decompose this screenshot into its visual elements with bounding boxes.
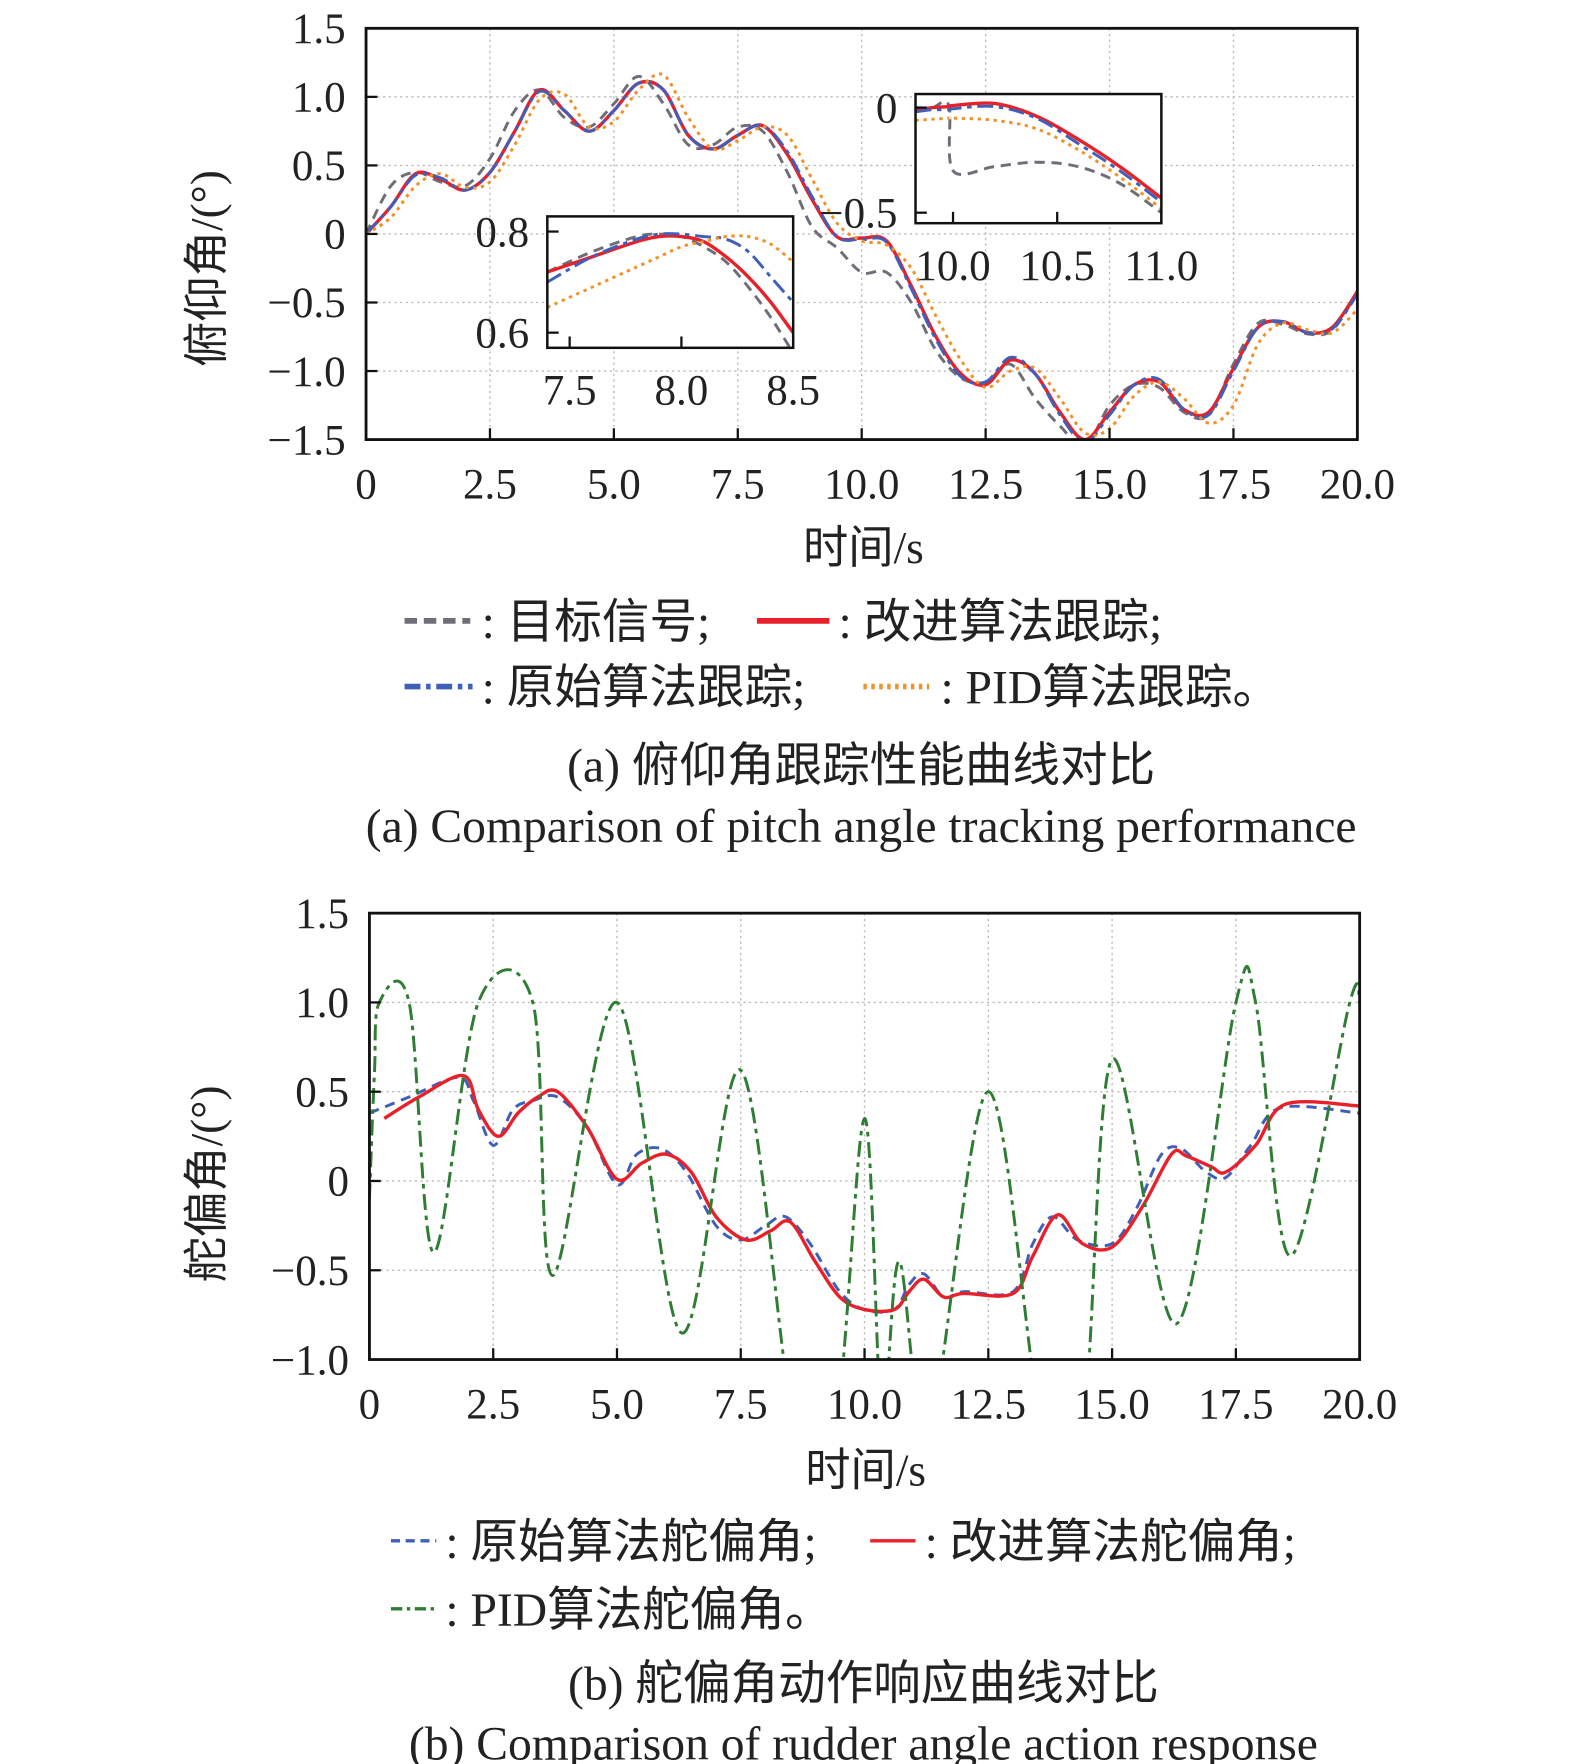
x-tick-label: 20.0 — [1320, 461, 1395, 508]
inset-series-line-0 — [547, 232, 792, 348]
legend-b: : 原始算法舵偏角; : 改进算法舵偏角; : PID算法舵偏角。 — [390, 1517, 1296, 1637]
legend-a: : 目标信号; : 改进算法跟踪; : 原始算法跟踪; : PID算法跟踪。 — [404, 597, 1280, 715]
legend-label-pid-rudder: : PID算法舵偏角。 — [445, 1585, 832, 1637]
x-tick-label: 10.0 — [824, 461, 899, 508]
rudder-angle-chart: 0 2.5 5.0 7.5 10.0 12.5 15.0 17.5 20.0 1.5 1.0 0.5 0… — [182, 891, 1397, 1764]
legend-label-original: : 原始算法跟踪; — [482, 663, 806, 715]
legend-label-improved: : 改进算法跟踪; — [838, 597, 1162, 649]
y-tick-label: −1.0 — [271, 1337, 349, 1384]
pitch-angle-chart: 0 2.5 5.0 7.5 10.0 12.5 15.0 17.5 20.0 1.5 1.0 0.5 0… — [182, 6, 1395, 853]
inset-y-tick-label: 0.8 — [475, 209, 529, 256]
y-tick-label: 0.5 — [292, 143, 346, 190]
x-tick-label: 15.0 — [1074, 1381, 1149, 1428]
inset-series-line-3 — [547, 234, 794, 309]
y-tick-label: 0 — [324, 212, 346, 259]
inset-x-tick-label: 7.5 — [543, 367, 597, 414]
y-tick-label: −0.5 — [271, 1248, 349, 1295]
series-line-dashdot-2 — [366, 80, 1358, 440]
inset-y-tick-label: 0 — [876, 85, 898, 132]
y-tick-label: 1.0 — [295, 980, 349, 1027]
inset-series-line-1 — [547, 234, 794, 334]
x-axis-label-a: 时间/s — [803, 523, 924, 573]
inset-x-tick-label: 11.0 — [1124, 243, 1198, 290]
y-axis-label-b: 舵偏角/(°) — [182, 1086, 232, 1283]
x-tick-label: 2.5 — [466, 1381, 520, 1428]
inset-x-tick-label: 8.5 — [766, 367, 820, 414]
legend-label-improved-rudder: : 改进算法舵偏角; — [925, 1517, 1296, 1569]
caption-en-a: (a) Comparison of pitch angle tracking p… — [366, 801, 1357, 853]
inset-x-tick-label: 10.5 — [1020, 243, 1095, 290]
x-tick-label: 17.5 — [1196, 461, 1271, 508]
x-tick-label: 20.0 — [1322, 1381, 1397, 1428]
caption-en-b: (b) Comparison of rudder angle action re… — [409, 1718, 1318, 1764]
caption-zh-a: (a) 俯仰角跟踪性能曲线对比 — [567, 741, 1155, 793]
x-tick-label: 5.0 — [590, 1381, 644, 1428]
inset-lines — [547, 232, 794, 348]
x-tick-label: 15.0 — [1072, 461, 1147, 508]
inset-x-tick-label: 10.0 — [915, 243, 990, 290]
y-tick-label: −1.0 — [268, 349, 346, 396]
y-tick-label: 1.5 — [295, 891, 349, 938]
x-tick-label: 7.5 — [711, 461, 765, 508]
caption-zh-b: (b) 舵偏角动作响应曲线对比 — [568, 1658, 1159, 1710]
inset-lines — [915, 99, 1162, 214]
inset-series-line-2 — [547, 232, 794, 304]
tick-labels-a: 0 2.5 5.0 7.5 10.0 12.5 15.0 17.5 20.0 1.5 1.0 0.5 0… — [268, 6, 1395, 508]
inset-background — [915, 94, 1162, 224]
inset-y-tick-label: 0.6 — [475, 310, 529, 357]
inset-frame — [546, 215, 795, 350]
x-tick-label: 17.5 — [1198, 1381, 1273, 1428]
legend-label-pid: : PID算法跟踪。 — [940, 663, 1280, 715]
inset-series-line-2 — [915, 104, 1162, 204]
y-tick-label: −0.5 — [268, 280, 346, 327]
series-line-dashdot-2 — [369, 964, 1360, 1360]
inset-series-line-1 — [915, 101, 1162, 200]
x-tick-label: 0 — [355, 461, 377, 508]
legend-label-original-rudder: : 原始算法舵偏角; — [445, 1517, 816, 1569]
x-axis-label-b: 时间/s — [805, 1445, 926, 1495]
inset-series-line-3 — [915, 116, 1162, 210]
inset-zoom-10s: 10.0 10.5 11.0 0 −0.5 — [819, 85, 1198, 289]
y-tick-label: 1.0 — [292, 75, 346, 122]
inset-x-tick-label: 8.0 — [655, 367, 709, 414]
y-axis-label-a: 俯仰角/(°) — [182, 170, 232, 367]
inset-series-line-0 — [915, 99, 1162, 214]
y-tick-label: −1.5 — [268, 417, 346, 464]
series-line-solid-1 — [383, 1073, 1360, 1314]
y-tick-label: 0 — [328, 1159, 350, 1206]
inset-frame — [914, 92, 1163, 225]
series-lines-b — [369, 964, 1360, 1360]
grid-b — [369, 913, 1360, 1360]
inset-y-tick-label: −0.5 — [819, 190, 897, 237]
x-tick-label: 7.5 — [714, 1381, 768, 1428]
series-lines-a — [366, 72, 1358, 440]
x-tick-label: 10.0 — [827, 1381, 902, 1428]
legend-label-target: : 目标信号; — [482, 597, 711, 649]
y-tick-label: 0.5 — [295, 1069, 349, 1116]
y-tick-label: 1.5 — [292, 6, 346, 53]
x-tick-label: 0 — [359, 1381, 381, 1428]
tick-labels-b: 0 2.5 5.0 7.5 10.0 12.5 15.0 17.5 20.0 1.5 1.0 0.5 0… — [271, 891, 1397, 1429]
x-tick-label: 5.0 — [587, 461, 641, 508]
x-tick-label: 2.5 — [463, 461, 517, 508]
x-tick-label: 12.5 — [948, 461, 1023, 508]
inset-zoom-8s: 7.5 8.0 8.5 0.8 0.6 — [475, 209, 820, 414]
x-tick-label: 12.5 — [951, 1381, 1026, 1428]
